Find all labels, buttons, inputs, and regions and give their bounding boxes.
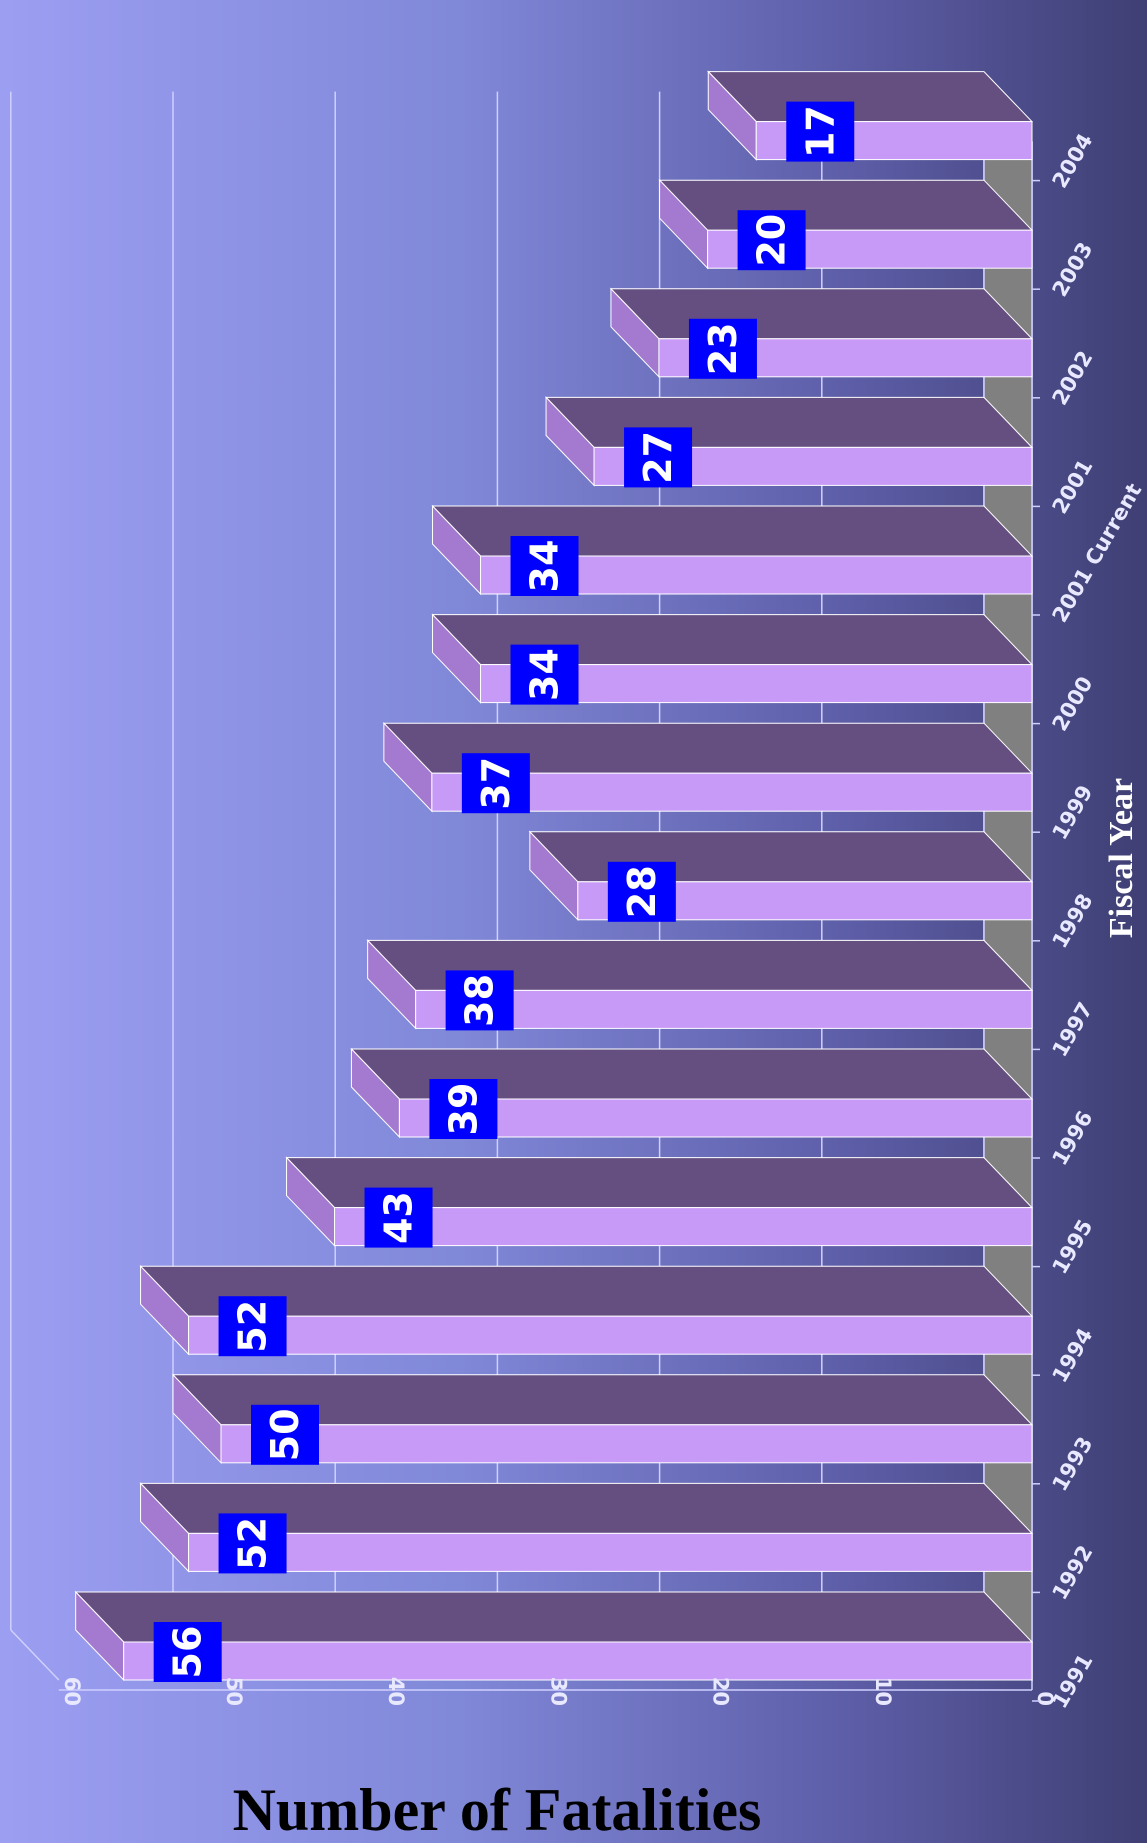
data-label: 43 [377, 1191, 421, 1244]
bar [334, 1207, 1033, 1247]
bar [188, 1315, 1033, 1355]
bars-group: 56 52 50 52 43 39 38 28 37 34 34 27 23 20 17 [74, 70, 1034, 1682]
bar [123, 1641, 1033, 1681]
data-label-box [364, 1187, 433, 1248]
value-tick-label: 0 [1033, 1691, 1057, 1706]
data-label-box [510, 536, 579, 596]
data-label: 56 [166, 1626, 210, 1679]
value-tick-label: 40 [384, 1677, 408, 1706]
bar-top-face [707, 71, 1034, 123]
data-label: 27 [636, 431, 680, 484]
y-axis-title: Number of Fatalities [233, 1777, 762, 1843]
data-label: 28 [620, 865, 664, 918]
value-tick-label: 10 [871, 1677, 895, 1706]
data-label: 38 [458, 974, 502, 1027]
data-label: 37 [474, 757, 518, 810]
data-label: 39 [441, 1083, 485, 1136]
data-label: 34 [523, 648, 567, 701]
category-tick-label: 1992 [1048, 1541, 1098, 1604]
bar [431, 772, 1033, 812]
value-tick-label: 20 [709, 1677, 733, 1706]
gridline-floor [10, 1629, 60, 1681]
data-label-box [688, 318, 757, 379]
value-tick-label: 60 [60, 1677, 84, 1706]
category-tick-label: 1997 [1048, 998, 1098, 1061]
bar [220, 1424, 1033, 1464]
data-label: 23 [701, 322, 745, 375]
category-tick-label: 1991 [1048, 1650, 1098, 1713]
category-tick-label: 1998 [1048, 890, 1098, 953]
data-label-box [251, 1404, 319, 1465]
data-label: 52 [231, 1300, 275, 1353]
bar [415, 989, 1033, 1029]
category-tick-label: 1994 [1048, 1324, 1098, 1387]
data-label: 50 [263, 1408, 307, 1461]
data-label-box [607, 861, 676, 922]
data-label: 20 [750, 214, 794, 267]
category-tick-label: 1999 [1048, 781, 1098, 844]
category-tick-label: 2000 [1048, 672, 1098, 735]
data-label-box [218, 1296, 287, 1357]
category-tick-label: 2003 [1048, 238, 1098, 301]
data-label-box [461, 753, 530, 814]
data-label: 17 [798, 105, 842, 158]
data-label-box [786, 101, 855, 162]
category-tick-label: 1996 [1048, 1107, 1098, 1170]
data-label-box [429, 1079, 498, 1139]
category-tick-label: 2002 [1048, 347, 1098, 410]
bar-top-face [658, 179, 1034, 231]
category-tick-label: 2004 [1048, 129, 1098, 192]
data-label: 34 [523, 540, 567, 593]
bar-top-face [544, 396, 1034, 448]
category-tick-label: 1993 [1048, 1433, 1098, 1496]
bar-top-face [528, 831, 1034, 883]
value-tick-label: 50 [222, 1677, 246, 1706]
category-tick-label: 1995 [1048, 1215, 1098, 1278]
bar-top-face [609, 288, 1034, 340]
data-label-box [218, 1513, 287, 1574]
data-label: 52 [231, 1517, 275, 1570]
category-tick-label: 2001 [1048, 455, 1098, 518]
data-label-box [153, 1622, 222, 1682]
x-axis-title: Fiscal Year [1103, 778, 1140, 938]
data-label-box [737, 210, 806, 271]
value-tick-label: 30 [546, 1677, 570, 1706]
value-axis-ticks: 0 10 20 30 40 50 60 [60, 1677, 1057, 1706]
data-label-box [445, 970, 514, 1031]
data-label-box [510, 644, 579, 705]
bar [398, 1098, 1033, 1138]
bar [188, 1532, 1033, 1572]
data-label-box [624, 427, 693, 488]
